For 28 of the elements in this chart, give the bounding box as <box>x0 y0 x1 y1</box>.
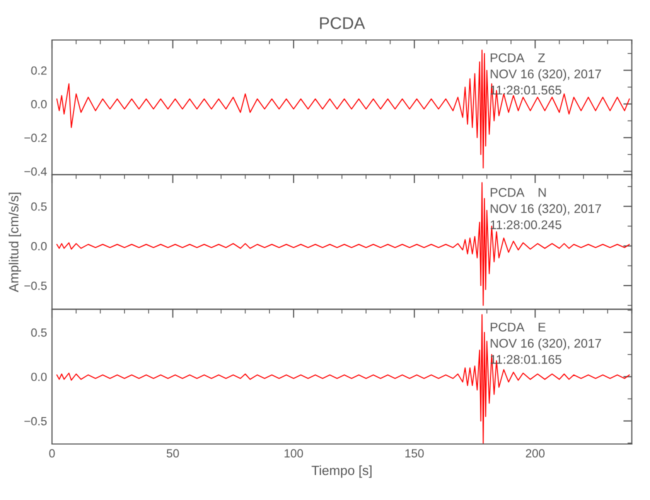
y-tick-label: 0.5 <box>31 202 47 211</box>
x-tick-label: 50 <box>166 449 179 458</box>
annotation: NOV 16 (320), 2017 <box>490 204 601 216</box>
line-series <box>56 314 630 444</box>
y-tick-label: 0.0 <box>31 242 47 250</box>
x-tick-label: 100 <box>284 449 303 458</box>
y-tick-label: 0.0 <box>31 100 47 108</box>
annotation: NOV 16 (320), 2017 <box>490 338 601 350</box>
y-tick-label: −0.5 <box>24 282 47 290</box>
x-axis-title: Tiempo [s] <box>312 465 372 478</box>
x-tick-label: 150 <box>405 449 424 458</box>
annotation: 11:28:00.245 <box>490 220 562 230</box>
annotation: NOV 16 (320), 2017 <box>490 69 601 81</box>
y-tick-label: 0.0 <box>31 372 47 382</box>
annotation: PCDA E <box>490 322 546 332</box>
annotation: PCDA N <box>490 188 546 197</box>
y-tick-label: 0.5 <box>31 328 47 337</box>
annotation: PCDA Z <box>490 53 545 62</box>
y-axis-title: Amplitud [cm/s/s] <box>8 192 22 292</box>
y-tick-label: −0.4 <box>24 167 47 176</box>
y-tick-label: −0.2 <box>24 134 47 142</box>
chart-title: PCDA <box>320 17 366 30</box>
y-tick-label: 0.2 <box>31 66 47 75</box>
line-series <box>56 50 630 168</box>
x-tick-label: 0 <box>49 449 55 458</box>
y-tick-label: −0.5 <box>24 417 47 426</box>
x-tick-label: 200 <box>526 449 545 458</box>
line-series <box>56 182 630 306</box>
